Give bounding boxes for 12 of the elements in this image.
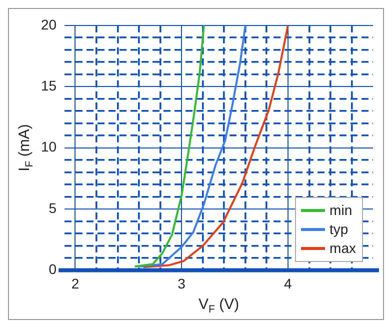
y-tick-label: 5	[48, 200, 57, 216]
legend-label: typ	[330, 220, 348, 240]
x-tick-label: 3	[178, 275, 186, 292]
y-tick-label: 10	[40, 138, 57, 155]
x-tick-label: 2	[71, 275, 80, 292]
legend-label: min	[330, 201, 352, 220]
legend-label: max	[330, 239, 356, 258]
y-tick-label: 20	[40, 16, 57, 32]
y-tick-label: 0	[48, 261, 57, 278]
x-tick-label: 4	[284, 275, 292, 292]
y-axis-title: IF (mA)	[16, 124, 36, 172]
y-tick-label: 15	[40, 77, 57, 94]
